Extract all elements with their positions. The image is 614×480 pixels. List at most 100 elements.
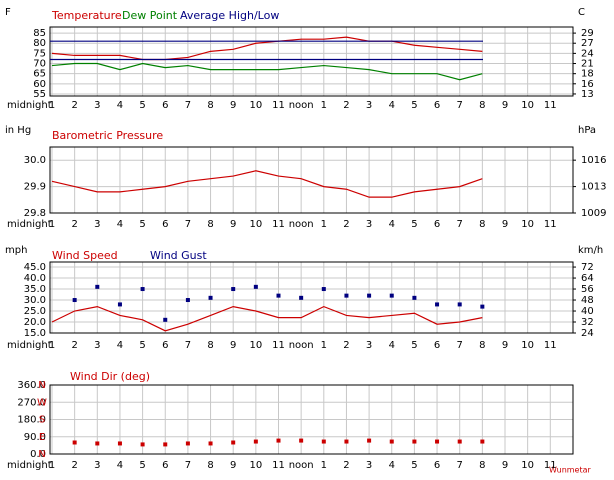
x-tick-label: 1 bbox=[321, 219, 327, 230]
x-tick-label: 9 bbox=[502, 460, 508, 471]
x-tick-label: 3 bbox=[366, 460, 372, 471]
x-tick-label: 11 bbox=[272, 460, 285, 471]
x-tick-label: 5 bbox=[411, 460, 417, 471]
point bbox=[117, 441, 122, 446]
x-tick-label: 6 bbox=[162, 219, 168, 230]
compass-label: W bbox=[37, 397, 47, 408]
point bbox=[435, 439, 440, 444]
footer: Wunmetar bbox=[549, 466, 592, 475]
y-tick-label: 20.0 bbox=[24, 317, 46, 328]
x-tick-label: 11 bbox=[544, 219, 557, 230]
point bbox=[185, 298, 190, 303]
x-tick-label: 2 bbox=[343, 460, 349, 471]
x-tick-label: 9 bbox=[230, 340, 236, 351]
x-tick-label: 1 bbox=[49, 460, 55, 471]
x-tick-label: 7 bbox=[457, 219, 463, 230]
x-tick-label: 6 bbox=[162, 340, 168, 351]
legend-label: Wind Gust bbox=[150, 249, 207, 262]
x-tick-label: 10 bbox=[521, 219, 534, 230]
plot-frame bbox=[49, 26, 574, 97]
x-tick-label: 5 bbox=[139, 340, 145, 351]
y-tick-label: 40.0 bbox=[24, 273, 46, 284]
x-tick-label: 6 bbox=[434, 100, 440, 111]
x-tick-label: 10 bbox=[521, 100, 534, 111]
x-tick-label: 1 bbox=[321, 100, 327, 111]
point bbox=[412, 439, 417, 444]
y2-tick-label: 72 bbox=[581, 262, 594, 273]
y2-tick-label: 29 bbox=[581, 28, 594, 39]
series-line bbox=[51, 36, 483, 61]
x-tick-label: 5 bbox=[411, 100, 417, 111]
x-tick-label: noon bbox=[289, 219, 314, 230]
y-tick-label: 85 bbox=[33, 28, 46, 39]
point bbox=[299, 438, 304, 443]
plot-frame bbox=[49, 261, 574, 334]
point bbox=[389, 293, 394, 298]
x-tick-label: 8 bbox=[479, 340, 485, 351]
x-tick-label: 2 bbox=[71, 100, 77, 111]
y2-tick-label: 13 bbox=[581, 89, 594, 100]
point bbox=[457, 302, 462, 307]
point bbox=[321, 439, 326, 444]
y-tick-label: 90.0 bbox=[24, 432, 46, 443]
y2-axis-label: km/h bbox=[578, 245, 603, 256]
y-tick-label: 45.0 bbox=[24, 262, 46, 273]
x-tick-label: 3 bbox=[94, 460, 100, 471]
x-tick-label: 3 bbox=[94, 100, 100, 111]
point bbox=[231, 287, 236, 292]
x-tick-label: 5 bbox=[139, 100, 145, 111]
x-tick-label: 8 bbox=[207, 340, 213, 351]
x-tick-label: 2 bbox=[343, 219, 349, 230]
compass-label: N bbox=[38, 449, 45, 460]
x-tick-label: midnight bbox=[7, 219, 52, 230]
x-tick-label: 1 bbox=[321, 340, 327, 351]
x-tick-label: 6 bbox=[434, 460, 440, 471]
x-tick-label: 7 bbox=[457, 340, 463, 351]
legend-label: Temperature bbox=[51, 9, 122, 22]
x-tick-label: 11 bbox=[272, 219, 285, 230]
x-tick-label: noon bbox=[289, 100, 314, 111]
x-tick-label: 9 bbox=[230, 219, 236, 230]
y2-tick-label: 64 bbox=[581, 273, 594, 284]
y-tick-label: 35.0 bbox=[24, 284, 46, 295]
x-tick-label: 1 bbox=[321, 460, 327, 471]
x-tick-label: 6 bbox=[162, 100, 168, 111]
point bbox=[389, 439, 394, 444]
compass-label: E bbox=[39, 432, 45, 443]
x-tick-label: 4 bbox=[117, 100, 123, 111]
y-tick-label: 30.0 bbox=[24, 155, 46, 166]
x-tick-label: 8 bbox=[479, 460, 485, 471]
x-tick-label: 2 bbox=[71, 340, 77, 351]
point bbox=[208, 441, 213, 446]
point bbox=[321, 287, 326, 292]
x-tick-label: 4 bbox=[389, 219, 395, 230]
x-tick-label: 2 bbox=[343, 100, 349, 111]
x-tick-label: 8 bbox=[207, 219, 213, 230]
x-tick-label: midnight bbox=[7, 460, 52, 471]
x-tick-label: 8 bbox=[207, 460, 213, 471]
x-tick-label: 10 bbox=[249, 460, 262, 471]
x-tick-label: 3 bbox=[366, 340, 372, 351]
point bbox=[185, 441, 190, 446]
y2-axis-label: C bbox=[578, 7, 585, 18]
y-tick-label: 80 bbox=[33, 38, 46, 49]
y-tick-label: 29.8 bbox=[24, 208, 46, 219]
y-tick-label: 15.0 bbox=[24, 328, 46, 339]
point bbox=[117, 302, 122, 307]
x-tick-label: 1 bbox=[49, 219, 55, 230]
x-tick-label: 7 bbox=[457, 460, 463, 471]
y-axis-label: F bbox=[5, 7, 11, 18]
x-tick-label: 9 bbox=[230, 460, 236, 471]
x-tick-label: 4 bbox=[117, 219, 123, 230]
x-tick-label: 6 bbox=[162, 460, 168, 471]
x-tick-label: 7 bbox=[185, 340, 191, 351]
x-tick-label: noon bbox=[289, 340, 314, 351]
point bbox=[72, 298, 77, 303]
y2-tick-label: 21 bbox=[581, 59, 594, 70]
y2-tick-label: 24 bbox=[581, 328, 594, 339]
x-tick-label: 11 bbox=[272, 340, 285, 351]
point bbox=[435, 302, 440, 307]
x-tick-label: 2 bbox=[71, 219, 77, 230]
point bbox=[140, 442, 145, 447]
x-tick-label: midnight bbox=[7, 100, 52, 111]
